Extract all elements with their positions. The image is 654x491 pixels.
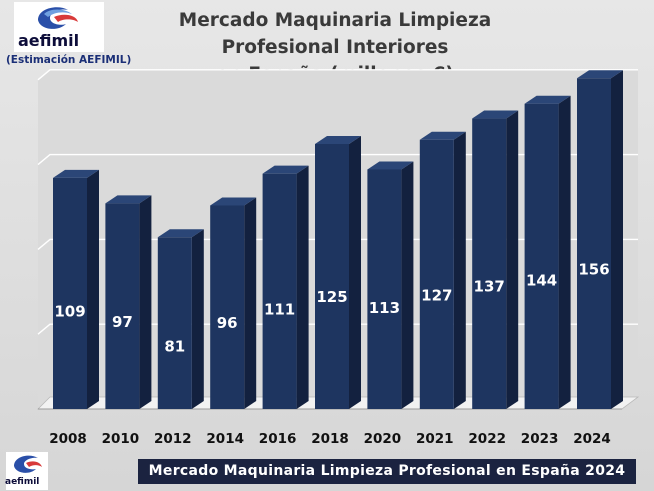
bar-side [296,165,309,409]
bar-value-label: 109 [54,302,85,320]
bar-value-label: 125 [316,288,347,306]
x-tick-label: 2024 [573,431,611,447]
x-tick-label: 2012 [154,431,192,447]
labels: 109 2008 97 2010 81 2012 96 2014 111 2016 125 2018 1… [49,261,611,447]
bar-top [262,165,309,174]
x-tick-label: 2014 [206,431,244,447]
bar-value-label: 144 [526,271,557,289]
bar [367,169,402,409]
aefimil-logo [14,2,104,52]
bars [53,70,623,409]
bar [524,103,559,409]
bar-side [244,197,257,409]
bar-side [611,70,623,409]
bar-side [191,229,204,409]
footer-logo [6,452,48,490]
x-tick-label: 2018 [311,431,349,447]
gridline [37,69,638,81]
bar-side [139,195,152,409]
bar-value-label: 137 [474,278,505,296]
aefimil-swirl-icon [38,7,78,29]
footer-swirl-icon [14,455,42,473]
bar [210,205,245,409]
x-tick-label: 2008 [49,431,87,447]
bar [577,78,611,409]
bar [262,173,297,409]
bar [105,203,140,409]
bar-value-label: 81 [164,337,185,355]
chart-title-line-1: Mercado Maquinaria Limpieza Profesional … [178,10,492,58]
bar-top [53,169,99,178]
bar-side [453,131,466,409]
estimation-note: (Estimación AEFIMIL) [6,54,132,66]
x-tick-label: 2020 [364,431,402,447]
bar-top [577,70,623,79]
footer-logo-text: aefimil [5,477,40,487]
bar-top [419,131,466,140]
bar [157,237,192,409]
x-tick-label: 2021 [416,431,454,447]
bar-top [315,136,361,144]
x-tick-label: 2023 [521,431,559,447]
bar-top [472,110,519,119]
bar-value-label: 127 [421,286,452,304]
x-tick-label: 2010 [102,431,140,447]
bar-side [506,110,519,409]
bar-top [105,195,152,204]
bar-side [558,95,571,409]
bar-side [87,169,99,409]
bar-value-label: 111 [264,301,295,319]
bar [53,177,87,409]
bar-top [524,95,571,104]
bar [419,139,454,409]
bar-value-label: 156 [578,261,609,279]
x-tick-label: 2016 [259,431,297,447]
bar-value-label: 97 [112,313,133,331]
bar [315,144,349,409]
footer-banner: Mercado Maquinaria Limpieza Profesional … [138,459,636,484]
bar-top [157,229,204,238]
bar-side [349,136,361,409]
bar-top [210,197,257,206]
x-tick-label: 2022 [468,431,506,447]
bar-value-label: 96 [217,314,238,332]
bar-value-label: 113 [369,299,400,317]
logo-text: aefimil [18,31,80,50]
bar [472,118,507,409]
bar-side [401,161,414,409]
bar-top [367,161,414,170]
